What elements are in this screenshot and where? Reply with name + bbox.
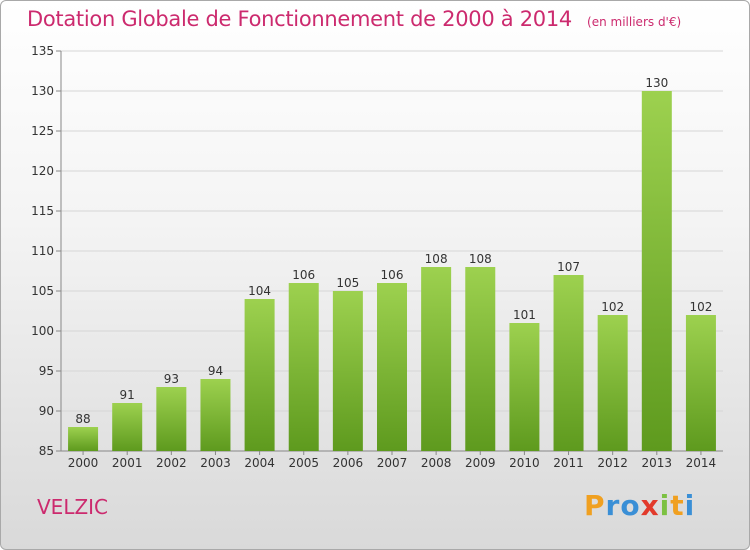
x-tick-label: 2006	[333, 456, 364, 470]
x-tick-label: 2013	[642, 456, 673, 470]
logo-letter: x	[640, 489, 660, 522]
bar	[288, 283, 319, 451]
bar	[200, 379, 231, 451]
bar-value-label: 106	[292, 268, 315, 282]
bar	[377, 283, 407, 451]
title-row: Dotation Globale de Fonctionnement de 20…	[27, 7, 681, 31]
y-tick-label: 115	[31, 204, 54, 218]
bar	[465, 267, 496, 451]
x-tick-label: 2003	[200, 456, 231, 470]
bar	[244, 299, 275, 451]
bar	[553, 275, 584, 451]
bar	[509, 323, 540, 451]
y-tick-label: 100	[31, 324, 54, 338]
y-tick-label: 85	[39, 444, 54, 458]
y-tick-label: 120	[31, 164, 54, 178]
bar-value-label: 102	[601, 300, 624, 314]
bar-value-label: 91	[120, 388, 135, 402]
x-tick-label: 2000	[68, 456, 99, 470]
y-tick-label: 90	[39, 404, 54, 418]
y-tick-label: 130	[31, 84, 54, 98]
bar	[597, 315, 628, 451]
bar	[421, 267, 452, 451]
bar-value-label: 94	[208, 364, 223, 378]
chart-title: Dotation Globale de Fonctionnement de 20…	[27, 7, 572, 31]
logo-letter: i	[659, 489, 671, 522]
bar	[156, 387, 187, 451]
bar-value-label: 101	[513, 308, 536, 322]
x-tick-label: 2007	[377, 456, 408, 470]
bar-value-label: 104	[248, 284, 271, 298]
x-tick-label: 2009	[465, 456, 496, 470]
bar-value-label: 102	[689, 300, 712, 314]
bar	[685, 315, 716, 451]
x-tick-label: 2011	[553, 456, 584, 470]
bar-value-label: 105	[336, 276, 359, 290]
bar	[332, 291, 363, 451]
logo-letter: t	[670, 489, 685, 522]
x-tick-label: 2004	[244, 456, 275, 470]
x-tick-label: 2005	[288, 456, 319, 470]
logo-letter: r	[605, 489, 621, 522]
bar	[68, 427, 99, 451]
y-tick-label: 105	[31, 284, 54, 298]
commune-name: VELZIC	[37, 495, 109, 519]
y-tick-label: 110	[31, 244, 54, 258]
bar-value-label: 107	[557, 260, 580, 274]
bar-value-label: 108	[425, 252, 448, 266]
x-tick-label: 2001	[112, 456, 143, 470]
bar	[112, 403, 143, 451]
y-tick-label: 135	[31, 44, 54, 58]
y-tick-label: 95	[39, 364, 54, 378]
bar-value-label: 106	[381, 268, 404, 282]
bar-value-label: 88	[75, 412, 90, 426]
bar-value-label: 108	[469, 252, 492, 266]
logo-letter: i	[684, 489, 696, 522]
x-tick-label: 2002	[156, 456, 187, 470]
y-tick-label: 125	[31, 124, 54, 138]
x-tick-label: 2010	[509, 456, 540, 470]
bar	[641, 91, 672, 451]
x-tick-label: 2014	[686, 456, 717, 470]
bar-value-label: 130	[645, 76, 668, 90]
logo-letter: P	[584, 489, 606, 522]
x-tick-label: 2012	[597, 456, 628, 470]
proxiti-logo: Proxiti	[584, 489, 695, 522]
logo-letter: o	[620, 489, 641, 522]
bar-value-label: 93	[164, 372, 179, 386]
x-tick-label: 2008	[421, 456, 452, 470]
chart-subtitle: (en milliers d'€)	[587, 15, 682, 29]
